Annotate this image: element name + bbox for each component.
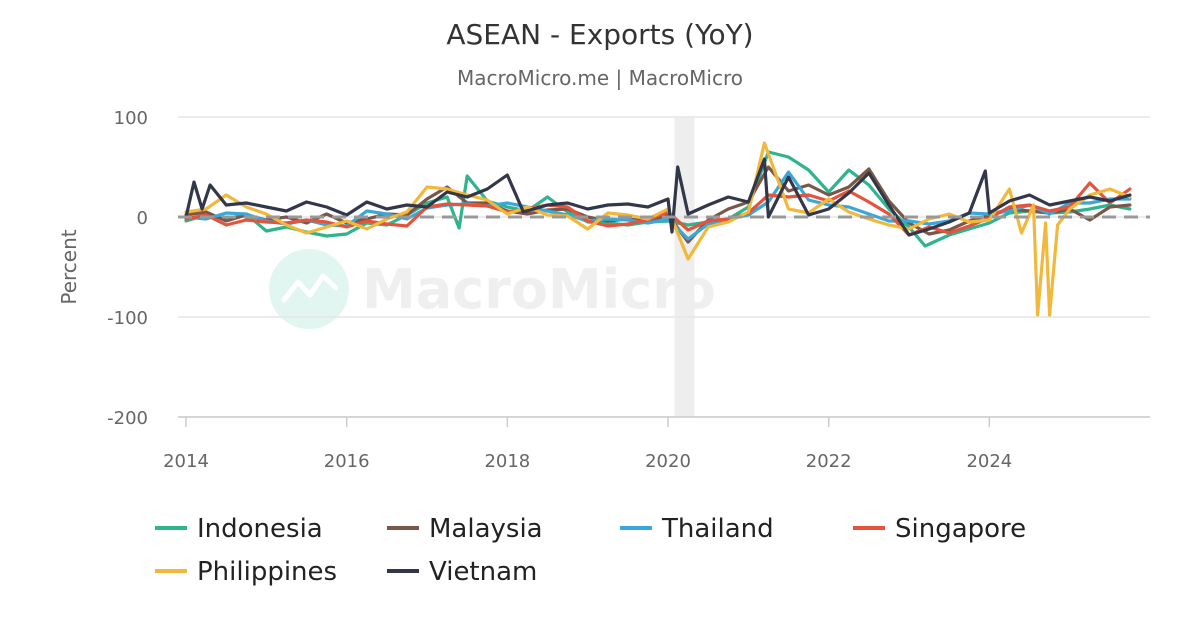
chart-title: ASEAN - Exports (YoY) bbox=[446, 18, 753, 51]
watermark-logo-icon bbox=[269, 249, 349, 329]
series-line-singapore bbox=[184, 181, 1132, 237]
legend-label-philippines: Philippines bbox=[197, 557, 337, 587]
legend-label-malaysia: Malaysia bbox=[429, 514, 543, 544]
y-tick-label: -100 bbox=[107, 308, 148, 329]
watermark-logo-chart-icon bbox=[281, 273, 339, 303]
x-tick-label: 2024 bbox=[966, 451, 1012, 472]
x-tick-label: 2016 bbox=[324, 451, 370, 472]
x-tick-label: 2014 bbox=[163, 451, 209, 472]
y-axis-label: Percent bbox=[57, 229, 81, 304]
x-tick-label: 2022 bbox=[806, 451, 852, 472]
legend-label-vietnam: Vietnam bbox=[429, 557, 537, 587]
chart-subtitle: MacroMicro.me | MacroMicro bbox=[457, 66, 743, 90]
x-tick-label: 2018 bbox=[484, 451, 530, 472]
legend-label-thailand: Thailand bbox=[661, 514, 774, 544]
y-tick-label: 100 bbox=[114, 108, 148, 129]
series-line-philippines bbox=[184, 141, 1132, 317]
watermark-text: MacroMicro bbox=[362, 258, 716, 321]
watermark: MacroMicro bbox=[269, 249, 716, 329]
legend-label-singapore: Singapore bbox=[895, 514, 1026, 544]
legend-label-indonesia: Indonesia bbox=[197, 514, 323, 544]
y-tick-label: -200 bbox=[107, 408, 148, 429]
y-tick-label: 0 bbox=[137, 208, 148, 229]
x-tick-label: 2020 bbox=[645, 451, 691, 472]
shaded-period-band bbox=[674, 117, 695, 417]
